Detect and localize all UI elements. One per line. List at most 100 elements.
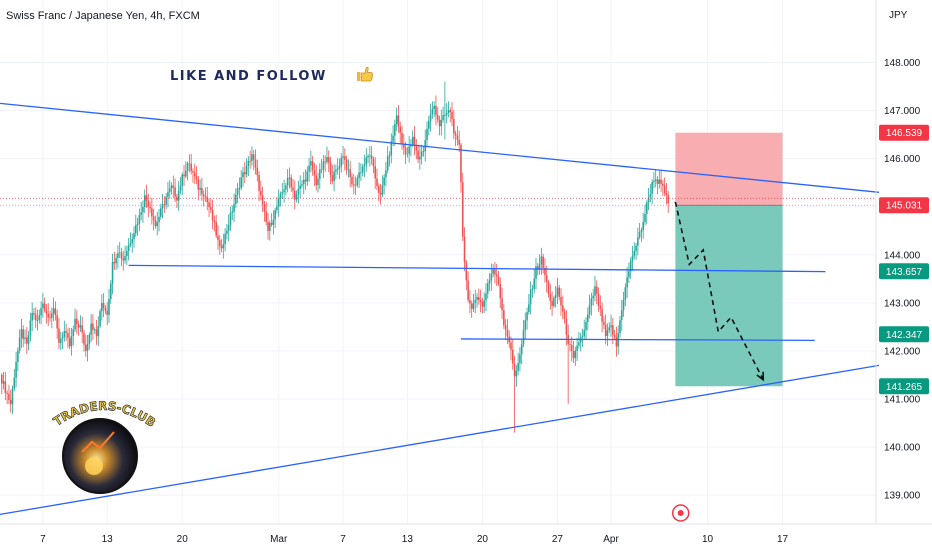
candle-body[interactable]: [624, 287, 627, 301]
candle-body[interactable]: [236, 188, 239, 195]
candle-body[interactable]: [592, 295, 594, 299]
candle-body[interactable]: [6, 392, 8, 394]
candle-body[interactable]: [644, 214, 646, 223]
candle-body[interactable]: [211, 209, 214, 221]
candle-body[interactable]: [642, 222, 644, 230]
candle-body[interactable]: [544, 267, 546, 276]
candle-body[interactable]: [329, 162, 332, 176]
candle-body[interactable]: [42, 303, 44, 309]
candle-body[interactable]: [638, 232, 641, 238]
candle-body[interactable]: [451, 111, 453, 120]
candle-body[interactable]: [238, 187, 241, 189]
candle-body[interactable]: [447, 110, 450, 114]
candle-body[interactable]: [587, 314, 589, 322]
trend-line-upper-resistance[interactable]: [0, 102, 880, 193]
candle-body[interactable]: [622, 300, 625, 311]
candle-body[interactable]: [158, 216, 160, 223]
candle-body[interactable]: [272, 219, 275, 225]
candle-body[interactable]: [156, 222, 159, 227]
candle-body[interactable]: [438, 119, 441, 127]
candle-body[interactable]: [192, 171, 194, 173]
candle-body[interactable]: [231, 211, 234, 213]
candle-body[interactable]: [620, 310, 623, 321]
candle-body[interactable]: [533, 278, 536, 289]
candle-body[interactable]: [483, 300, 485, 307]
candle-body[interactable]: [11, 388, 14, 405]
candle-body[interactable]: [467, 280, 469, 301]
candle-body[interactable]: [18, 337, 21, 351]
candle-body[interactable]: [243, 172, 246, 175]
candle-body[interactable]: [258, 175, 260, 191]
price-axis[interactable]: 139.000 140.000 141.000 142.000 143.000 144.0…: [884, 58, 921, 502]
candle-body[interactable]: [201, 188, 203, 195]
candle-body[interactable]: [474, 299, 477, 303]
candle-body[interactable]: [306, 171, 309, 182]
price-tag[interactable]: 142.347: [879, 326, 929, 343]
candle-body[interactable]: [317, 178, 319, 186]
candle-body[interactable]: [160, 208, 162, 217]
candle-body[interactable]: [4, 381, 7, 393]
candle-body[interactable]: [322, 161, 325, 170]
candle-body[interactable]: [488, 280, 491, 284]
candle-body[interactable]: [226, 230, 228, 234]
trend-line-ascending-support[interactable]: [0, 364, 880, 516]
candle-body[interactable]: [229, 212, 232, 225]
candle-body[interactable]: [93, 329, 96, 331]
candle-body[interactable]: [367, 155, 369, 158]
candle-body[interactable]: [615, 337, 618, 347]
candle-body[interactable]: [247, 160, 250, 166]
candle-body[interactable]: [408, 146, 410, 154]
candle-body[interactable]: [494, 269, 496, 275]
candle-body[interactable]: [333, 171, 335, 182]
candle-body[interactable]: [374, 166, 376, 179]
candle-body[interactable]: [503, 310, 505, 326]
candle-body[interactable]: [342, 156, 344, 158]
candle-body[interactable]: [385, 170, 387, 178]
time-axis[interactable]: 7 13 20 Mar 7 13 20 27 Apr 10 17: [40, 534, 788, 545]
candle-body[interactable]: [583, 330, 586, 337]
candle-body[interactable]: [340, 157, 343, 167]
candle-body[interactable]: [490, 273, 493, 281]
candle-body[interactable]: [104, 308, 107, 311]
candle-body[interactable]: [626, 277, 628, 288]
candle-body[interactable]: [513, 363, 516, 377]
candle-body[interactable]: [335, 169, 337, 172]
candle-body[interactable]: [499, 284, 502, 299]
candle-body[interactable]: [594, 286, 596, 296]
candle-body[interactable]: [653, 180, 655, 183]
candle-body[interactable]: [31, 312, 33, 321]
candle-body[interactable]: [463, 236, 466, 263]
candle-body[interactable]: [277, 198, 280, 207]
candle-body[interactable]: [58, 328, 60, 343]
candle-body[interactable]: [613, 334, 616, 338]
candle-body[interactable]: [288, 177, 291, 179]
candle-body[interactable]: [29, 320, 32, 336]
candle-body[interactable]: [656, 179, 659, 184]
candle-body[interactable]: [81, 325, 83, 333]
candle-body[interactable]: [204, 195, 207, 198]
candle-body[interactable]: [445, 113, 448, 116]
candle-body[interactable]: [510, 342, 512, 350]
candle-body[interactable]: [167, 192, 169, 197]
candle-body[interactable]: [177, 190, 180, 201]
candle-body[interactable]: [640, 229, 643, 233]
candle-body[interactable]: [485, 293, 487, 301]
candle-body[interactable]: [151, 208, 153, 217]
candle-body[interactable]: [56, 315, 58, 329]
candle-body[interactable]: [517, 363, 519, 371]
candle-body[interactable]: [88, 334, 91, 345]
candle-body[interactable]: [245, 165, 248, 175]
candle-body[interactable]: [460, 144, 462, 183]
candle-body[interactable]: [183, 174, 185, 177]
candle-body[interactable]: [476, 296, 478, 300]
candle-body[interactable]: [599, 305, 602, 309]
candle-body[interactable]: [436, 115, 439, 120]
candle-body[interactable]: [606, 330, 609, 337]
candle-body[interactable]: [313, 169, 316, 176]
candle-body[interactable]: [40, 308, 42, 316]
candle-body[interactable]: [295, 194, 298, 200]
candle-body[interactable]: [410, 145, 412, 147]
price-tag[interactable]: 146.539: [879, 124, 929, 141]
candle-body[interactable]: [95, 329, 98, 337]
candle-body[interactable]: [124, 256, 126, 261]
